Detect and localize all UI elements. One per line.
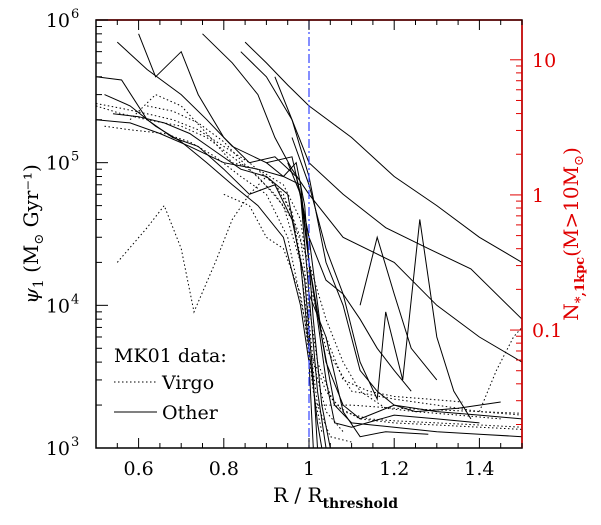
series-line-other-6: [202, 33, 522, 363]
series-line-other-0: [96, 76, 318, 448]
x-axis-label-sub: threshold: [323, 496, 399, 512]
y-axis-label-odot: ⊙: [32, 234, 47, 245]
series-line-other-8: [244, 41, 522, 263]
y-tick-label: 10: [46, 153, 70, 175]
y2-tick-label: 10: [532, 50, 556, 72]
y-tick-label: 10: [46, 295, 70, 317]
series-line-other-14: [359, 235, 438, 381]
x-tick-label: 0.8: [209, 458, 239, 480]
series-line-virgo-19: [116, 175, 522, 430]
y-axis-label: ψ1 (M⊙ Gyr⁻¹): [19, 164, 47, 304]
x-tick-label: 0.6: [123, 458, 153, 480]
series-line-other-3: [96, 119, 331, 448]
x-axis-label-main: R / R: [273, 483, 324, 507]
series-line-other-13: [300, 194, 522, 420]
y-tick-label: 10: [46, 10, 70, 32]
y2-axis-label-close: ): [559, 147, 583, 155]
series-line-other-11: [266, 162, 480, 428]
y-axis-label-units: (M: [19, 245, 43, 273]
series-line-other-15: [291, 137, 412, 392]
series-line-virgo-17: [104, 125, 323, 432]
y-tick-label: 10: [46, 438, 70, 460]
y-tick-label-exponent: 6: [71, 7, 79, 22]
series-line-virgo-23: [317, 404, 522, 414]
legend-label-virgo: Virgo: [161, 372, 214, 394]
y-tick-label-exponent: 4: [71, 292, 79, 307]
series-line-other-7: [240, 51, 522, 320]
legend: MK01 data: Virgo Other: [114, 345, 227, 424]
series-line-virgo-25: [478, 327, 522, 412]
y2-axis-label: N*,1kpc(M>10M⊙): [559, 147, 588, 321]
y2-axis-label-sub: *,1kpc: [573, 257, 588, 303]
series-line-virgo-24: [325, 336, 463, 403]
y-tick-label-exponent: 3: [71, 435, 79, 450]
x-tick-label: 1.2: [379, 458, 409, 480]
series-line-virgo-16: [96, 105, 352, 443]
series-line-other-10: [287, 162, 472, 420]
series-line-other-1: [104, 94, 314, 448]
x-axis-label: R / Rthreshold: [273, 483, 398, 512]
legend-label-other: Other: [162, 402, 219, 424]
y2-axis-label-main: N: [559, 303, 583, 321]
legend-title: MK01 data:: [114, 345, 227, 367]
y-axis-label-tail: Gyr⁻¹): [19, 164, 43, 234]
y2-axis-label-paren: (M>10M: [559, 166, 583, 257]
series-line-virgo-18: [129, 94, 522, 416]
y-axis-label-symbol: ψ: [19, 288, 43, 304]
y-tick-label-exponent: 5: [71, 150, 79, 165]
x-tick-label: 1.4: [464, 458, 494, 480]
y2-tick-label: 0.1: [532, 320, 562, 342]
series-line-virgo-22: [147, 105, 501, 420]
y-axis-label-sub: 1: [31, 279, 47, 288]
y2-axis-label-odot: ⊙: [572, 155, 587, 166]
series-line-virgo-20: [96, 103, 344, 433]
y2-tick-label: 1: [532, 185, 544, 207]
series-line-virgo-21: [223, 193, 522, 428]
series-line-other-12: [308, 293, 429, 438]
x-tick-label: 1: [303, 458, 315, 480]
ticks-layer: [95, 19, 523, 449]
